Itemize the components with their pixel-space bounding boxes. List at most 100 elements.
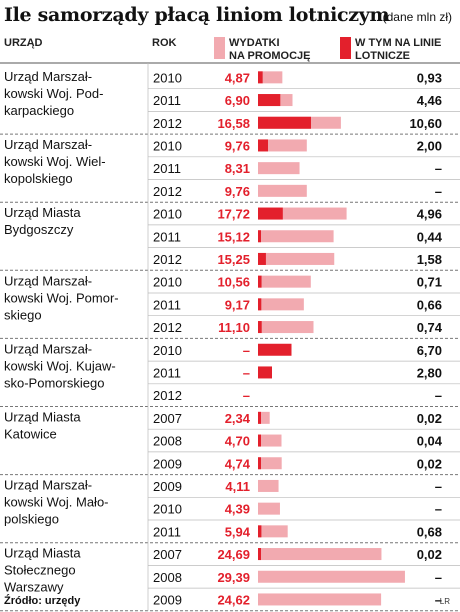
promo-value-label: 24,62 (217, 592, 250, 607)
office-name-line: Stołecznego (4, 563, 76, 578)
legend-promo-line-1: WYDATKI (229, 37, 280, 49)
office-name-line: Urząd Marszał- (4, 273, 92, 288)
office-name-line: kowski Woj. Pomor- (4, 290, 119, 305)
promo-value-label: – (243, 388, 250, 403)
year-label: 2010 (153, 343, 182, 358)
promo-value-label: 24,69 (217, 547, 250, 562)
office-name-line: Warszawy (4, 580, 64, 595)
legend-airline-label: W TYM NA LINIE LOTNICZE (355, 37, 441, 63)
promo-value-label: 4,39 (225, 502, 250, 517)
airline-bar (258, 252, 266, 265)
promo-bar (258, 184, 307, 197)
airline-value-label: 1,58 (417, 252, 442, 267)
legend-airline-swatch (340, 37, 351, 59)
airline-bar (258, 139, 268, 152)
office-name-line: Katowice (4, 427, 57, 442)
office-name-line: kowski Woj. Mało- (4, 495, 109, 510)
office-name-line: Urząd Marszał- (4, 341, 92, 356)
airline-value-label: – (435, 388, 442, 403)
year-label: 2010 (153, 207, 182, 222)
promo-value-label: 29,39 (217, 570, 250, 585)
airline-bar (258, 116, 311, 129)
promo-value-label: 17,72 (217, 207, 250, 222)
airline-value-label: 0,02 (417, 411, 442, 426)
airline-value-label: 10,60 (409, 116, 442, 131)
promo-value-label: 10,56 (217, 275, 250, 290)
office-name-line: sko-Pomorskiego (4, 375, 104, 390)
promo-bar (258, 230, 334, 243)
year-column-header: ROK (152, 37, 177, 49)
source-note: Źródło: urzędy (4, 595, 81, 607)
year-label: 2010 (153, 502, 182, 517)
office-name-line: Urząd Marszał- (4, 69, 92, 84)
promo-bar (258, 411, 270, 424)
promo-bar (258, 275, 311, 288)
airline-value-label: 2,80 (417, 365, 442, 380)
airline-bar (258, 94, 281, 107)
year-label: 2007 (153, 411, 182, 426)
office-name-line: Bydgoszczy (4, 222, 74, 237)
year-label: 2010 (153, 275, 182, 290)
promo-value-label: 4,87 (225, 70, 250, 85)
office-name-line: kowski Woj. Kujaw- (4, 358, 116, 373)
chart-title: Ile samorządy płacą liniom lotniczym (4, 4, 390, 26)
office-name-line: kowski Woj. Wiel- (4, 154, 106, 169)
promo-value-label: 5,94 (225, 524, 251, 539)
airline-value-label: 0,74 (417, 320, 443, 335)
office-name-line: Urząd Marszał- (4, 137, 92, 152)
promo-bar (258, 434, 282, 447)
airline-bar (258, 321, 262, 334)
airline-bar (258, 275, 262, 288)
legend-promo-label: WYDATKI NA PROMOCJĘ (229, 37, 311, 63)
airline-bar (258, 457, 261, 470)
year-label: 2012 (153, 116, 182, 131)
airline-value-label: 0,93 (417, 70, 442, 85)
year-label: 2011 (153, 93, 181, 108)
airline-value-label: – (435, 161, 442, 176)
promo-bar (258, 502, 280, 515)
promo-value-label: 4,74 (225, 456, 251, 471)
legend-airline-line-1: W TYM NA LINIE (355, 37, 442, 49)
promo-value-label: – (243, 343, 250, 358)
promo-value-label: 2,34 (225, 411, 251, 426)
airline-bar (258, 525, 262, 538)
airline-value-label: 4,46 (417, 93, 442, 108)
promo-bar (258, 548, 382, 561)
airline-bar (258, 207, 283, 220)
airline-value-label: 0,68 (417, 524, 442, 539)
year-label: 2012 (153, 320, 182, 335)
year-label: 2011 (153, 161, 181, 176)
office-name-line: polskiego (4, 512, 59, 527)
promo-bar (258, 298, 304, 311)
airline-value-label: 0,44 (417, 229, 443, 244)
airline-bar (258, 71, 263, 84)
promo-value-label: 4,70 (225, 434, 250, 449)
legend-promo-swatch (214, 37, 225, 59)
promo-bar (258, 252, 335, 265)
promo-bar (258, 570, 405, 583)
promo-value-label: 4,11 (225, 479, 250, 494)
year-label: 2011 (153, 524, 181, 539)
year-label: 2008 (153, 570, 182, 585)
units-note: (dane mln zł) (382, 10, 452, 24)
year-label: 2009 (153, 456, 182, 471)
promo-bar (258, 593, 382, 606)
promo-bar (258, 162, 300, 175)
year-label: 2007 (153, 547, 182, 562)
airline-value-label: – (435, 479, 442, 494)
airline-value-label: 2,00 (417, 138, 442, 153)
promo-value-label: 6,90 (225, 93, 250, 108)
promo-bar (258, 321, 314, 334)
office-name-line: Urząd Miasta (4, 546, 81, 561)
promo-value-label: 15,25 (217, 252, 250, 267)
promo-value-label: 8,31 (225, 161, 250, 176)
airline-bar (258, 411, 261, 424)
year-label: 2010 (153, 138, 182, 153)
airline-bar (258, 298, 262, 311)
airline-value-label: 0,02 (417, 456, 442, 471)
airline-value-label: – (435, 502, 442, 517)
airline-value-label: 4,96 (417, 207, 442, 222)
airline-bar (258, 548, 261, 561)
promo-value-label: – (243, 365, 250, 380)
promo-value-label: 9,76 (225, 138, 250, 153)
